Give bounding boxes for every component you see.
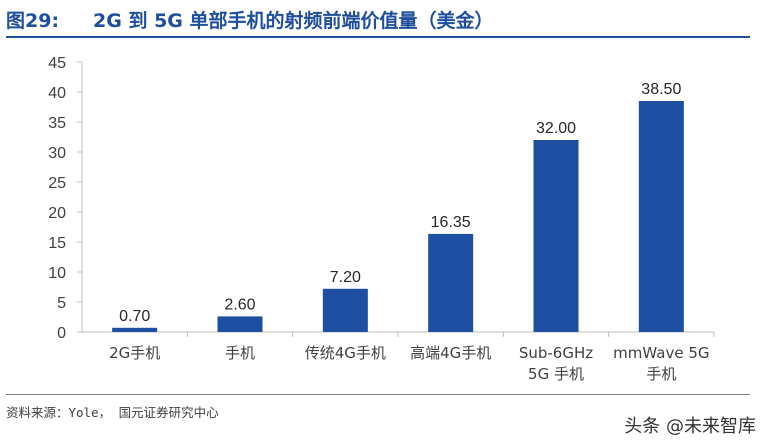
x-tick-label: 手机	[646, 365, 676, 383]
y-tick-label: 0	[57, 325, 66, 342]
x-tick-label: 2G手机	[109, 344, 160, 362]
source-note: 资料来源：Yole， 国元证券研究中心	[6, 405, 219, 420]
data-label: 16.35	[431, 214, 471, 231]
y-tick-label: 35	[48, 115, 66, 132]
y-tick-label: 5	[57, 295, 66, 312]
y-tick-label: 45	[48, 55, 66, 72]
data-label: 32.00	[536, 120, 576, 137]
data-label: 2.60	[224, 296, 255, 313]
bar	[428, 233, 474, 332]
data-label: 7.20	[330, 269, 361, 286]
bar-chart: 0 5 10 15 20 25 30 35 40 45 0.70 2G手机 2.60 手机 7.20 传统4G…	[48, 55, 715, 383]
watermark: 头条 @未来智库	[624, 416, 756, 437]
x-tick-label: 高端4G手机	[410, 344, 491, 362]
figure-title: 2G 到 5G 单部手机的射频前端价值量（美金）	[93, 10, 494, 32]
x-tick-label: mmWave 5G	[613, 344, 709, 362]
title-divider	[6, 36, 750, 38]
y-tick-label: 10	[48, 265, 66, 282]
x-tick-label: Sub-6GHz	[519, 344, 593, 362]
y-tick-label: 20	[48, 205, 66, 222]
figure-label: 图29:	[6, 10, 60, 32]
bar	[638, 101, 684, 332]
y-tick-label: 40	[48, 85, 66, 102]
data-label: 0.70	[119, 308, 150, 325]
bar	[217, 316, 263, 332]
bar	[112, 327, 158, 332]
y-tick-label: 15	[48, 235, 66, 252]
bar	[322, 288, 368, 332]
x-tick-label: 5G 手机	[528, 365, 584, 383]
x-tick-label: 手机	[225, 344, 255, 362]
data-label: 38.50	[641, 81, 681, 98]
y-tick-label: 25	[48, 175, 66, 192]
y-tick-label: 30	[48, 145, 66, 162]
footer-divider	[6, 394, 750, 395]
x-tick-label: 传统4G手机	[305, 344, 386, 362]
bar	[533, 140, 579, 332]
chart-title: 图29: 2G 到 5G 单部手机的射频前端价值量（美金）	[6, 6, 494, 33]
